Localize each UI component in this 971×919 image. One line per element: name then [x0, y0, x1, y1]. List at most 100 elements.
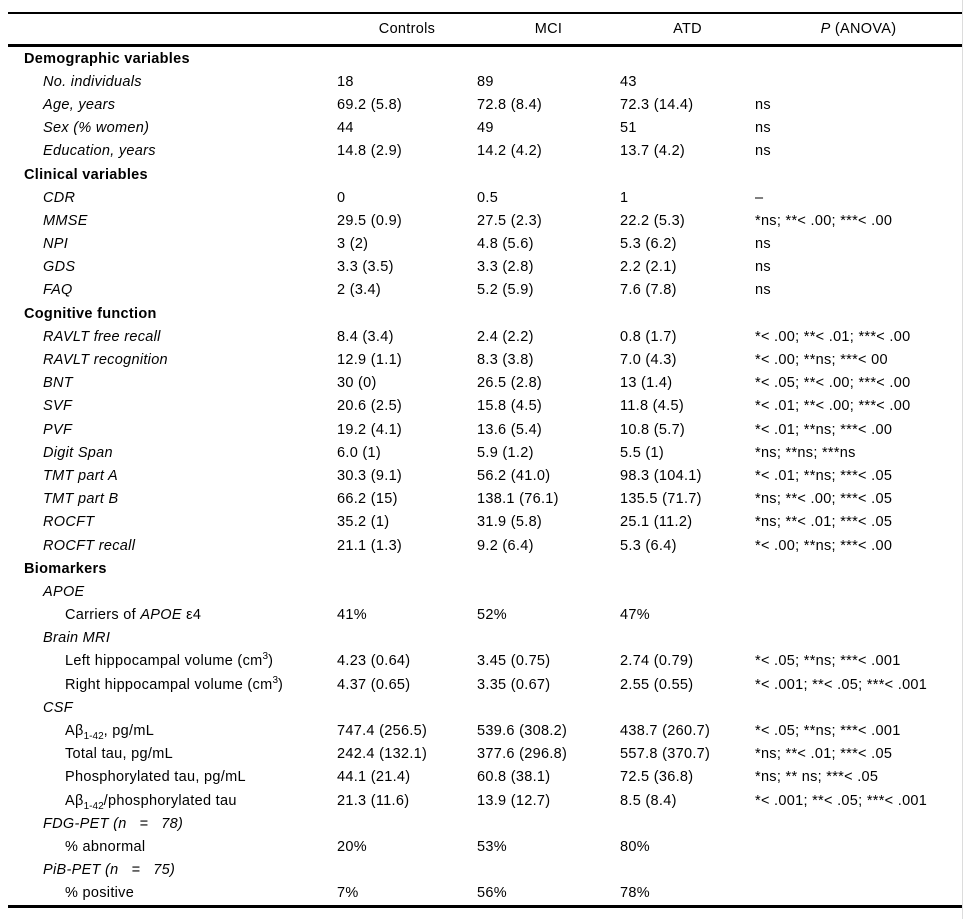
- row-label: RAVLT recognition: [8, 348, 337, 371]
- row-label: % abnormal: [8, 835, 337, 858]
- header-mci: MCI: [477, 13, 620, 47]
- row-label: MMSE: [8, 209, 337, 232]
- cell-p-anova: *< .05; **ns; ***< .001: [755, 653, 901, 670]
- cell-mci: 53%: [477, 838, 507, 855]
- table-row: MMSE 29.5 (0.9) 27.5 (2.3) 22.2 (5.3) *ns; *…: [8, 209, 962, 232]
- cell-atd: 80%: [620, 838, 650, 855]
- row-label: Left hippocampal volume (cm3): [8, 650, 337, 673]
- cell-controls: 7%: [337, 885, 359, 902]
- cell-controls: [337, 580, 477, 603]
- cell-mci: 539.6 (308.2): [477, 723, 568, 740]
- cell-mci: 5.2 (5.9): [477, 282, 534, 299]
- cell-mci: 3.45 (0.75): [477, 653, 551, 670]
- row-label: PVF: [8, 418, 337, 441]
- table-row: Left hippocampal volume (cm3) 4.23 (0.64)…: [8, 650, 962, 673]
- table-row: Brain MRI: [8, 627, 962, 650]
- cell-p-anova: [755, 859, 962, 882]
- cell-atd: 43: [620, 73, 637, 90]
- cell-atd: 7.0 (4.3): [620, 352, 677, 369]
- cell-controls: 69.2 (5.8): [337, 96, 403, 113]
- cell-p-anova: –: [755, 189, 764, 206]
- label-part: APOE: [43, 583, 85, 600]
- cell-mci: [477, 696, 620, 719]
- cell-controls: 19.2 (4.1): [337, 421, 403, 438]
- row-label: ROCFT recall: [8, 534, 337, 557]
- row-label: TMT part A: [8, 464, 337, 487]
- cell-controls: 41%: [337, 607, 367, 624]
- table-row: RAVLT free recall 8.4 (3.4) 2.4 (2.2) 0.8 (…: [8, 325, 962, 348]
- cell-p-anova: *ns; **< .00; ***< .00: [755, 212, 893, 229]
- cell-atd: 5.5 (1): [620, 444, 665, 461]
- label-part: FAQ: [43, 282, 73, 299]
- table-row: ROCFT 35.2 (1) 31.9 (5.8) 25.1 (11.2) *ns; *…: [8, 511, 962, 534]
- cell-controls: 29.5 (0.9): [337, 212, 403, 229]
- cell-atd: [620, 696, 755, 719]
- row-label: FDG-PET (n = 78): [8, 812, 337, 835]
- label-part: Cognitive function: [24, 305, 157, 322]
- label-part: Right hippocampal volume (cm: [65, 676, 273, 693]
- header-p-italic: P: [820, 21, 831, 37]
- table-row: TMT part A 30.3 (9.1) 56.2 (41.0) 98.3 (104…: [8, 464, 962, 487]
- cell-p-anova: *ns; ** ns; ***< .05: [755, 769, 879, 786]
- row-label: FAQ: [8, 279, 337, 302]
- label-part: BNT: [43, 375, 73, 392]
- row-label: BNT: [8, 372, 337, 395]
- table-row: FDG-PET (n = 78): [8, 812, 962, 835]
- table-row: SVF 20.6 (2.5) 15.8 (4.5) 11.8 (4.5) *< .01;…: [8, 395, 962, 418]
- cell-atd: [620, 557, 755, 580]
- label-part: GDS: [43, 259, 76, 276]
- label-part: Biomarkers: [24, 560, 107, 577]
- cell-atd: 5.3 (6.4): [620, 537, 677, 554]
- table-row: GDS 3.3 (3.5) 3.3 (2.8) 2.2 (2.1) ns: [8, 256, 962, 279]
- label-part: Aβ: [65, 723, 84, 740]
- cell-mci: 56.2 (41.0): [477, 467, 551, 484]
- table-row: Demographic variables: [8, 46, 962, 71]
- cell-mci: 72.8 (8.4): [477, 96, 543, 113]
- cell-p-anova: *< .00; **< .01; ***< .00: [755, 328, 911, 345]
- cell-controls: 12.9 (1.1): [337, 352, 403, 369]
- row-label: TMT part B: [8, 488, 337, 511]
- cell-mci: 3.3 (2.8): [477, 259, 534, 276]
- cell-p-anova: [755, 812, 962, 835]
- row-label: Education, years: [8, 140, 337, 163]
- row-label: CDR: [8, 186, 337, 209]
- label-part: MMSE: [43, 212, 88, 229]
- cell-controls: 14.8 (2.9): [337, 143, 403, 160]
- cell-atd: 10.8 (5.7): [620, 421, 686, 438]
- table-row: CDR 0 0.5 1 –: [8, 186, 962, 209]
- label-part: ε4: [181, 607, 202, 624]
- label-part: PVF: [43, 421, 73, 438]
- cell-p-anova: *< .01; **ns; ***< .05: [755, 467, 893, 484]
- cell-atd: 13 (1.4): [620, 375, 673, 392]
- cell-controls: 747.4 (256.5): [337, 723, 428, 740]
- cell-controls: [337, 557, 477, 580]
- label-part: /phosphorylated tau: [103, 792, 237, 809]
- cell-mci: [477, 163, 620, 186]
- cell-mci: 60.8 (38.1): [477, 769, 551, 786]
- row-label: SVF: [8, 395, 337, 418]
- row-label: Carriers of APOE ε4: [8, 604, 337, 627]
- label-part: CSF: [43, 699, 73, 716]
- cell-atd: 11.8 (4.5): [620, 398, 684, 415]
- cell-controls: 30 (0): [337, 375, 377, 392]
- cell-p-anova: *< .00; **ns; ***< .00: [755, 537, 893, 554]
- row-label: Age, years: [8, 93, 337, 116]
- cell-atd: 1: [620, 189, 629, 206]
- label-part: , pg/mL: [103, 723, 155, 740]
- label-part: ): [268, 653, 274, 670]
- cell-controls: 4.23 (0.64): [337, 653, 411, 670]
- clinical-data-table: Controls MCI ATD P (ANOVA) Demographic v…: [8, 12, 962, 908]
- cell-mci: [477, 46, 620, 71]
- cell-p-anova: [755, 46, 962, 71]
- label-part: SVF: [43, 398, 73, 415]
- cell-atd: [620, 627, 755, 650]
- cell-mci: 89: [477, 73, 494, 90]
- row-label: Demographic variables: [8, 46, 337, 71]
- row-label: Digit Span: [8, 441, 337, 464]
- cell-p-anova: [755, 604, 962, 627]
- label-part: APOE: [140, 607, 182, 624]
- cell-atd: 72.5 (36.8): [620, 769, 694, 786]
- cell-controls: [337, 163, 477, 186]
- cell-atd: 135.5 (71.7): [620, 491, 702, 508]
- row-label: Biomarkers: [8, 557, 337, 580]
